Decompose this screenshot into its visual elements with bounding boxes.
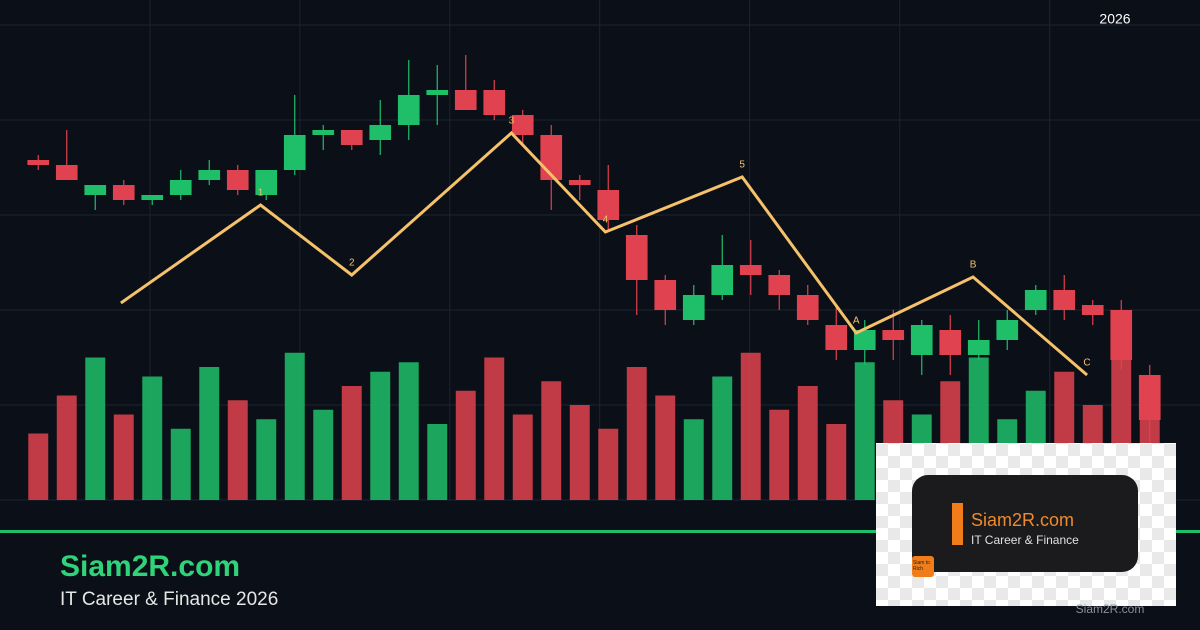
candle-body xyxy=(369,125,392,140)
volume-bar xyxy=(797,386,818,500)
candle-body xyxy=(882,330,905,340)
candle-body xyxy=(939,330,962,355)
candle-body xyxy=(141,195,164,200)
wave-label: B xyxy=(970,260,977,271)
volume-bar xyxy=(142,376,163,500)
corner-label: 2026 xyxy=(1099,11,1130,27)
candle-body xyxy=(967,340,990,355)
volume-bar xyxy=(284,352,305,500)
candle-body xyxy=(1110,310,1133,360)
brand-title: Siam2R.com xyxy=(60,550,240,583)
volume-bar xyxy=(512,414,533,500)
candle-body xyxy=(283,135,306,170)
volume-bar xyxy=(655,395,676,500)
brand-subtitle: IT Career & Finance 2026 xyxy=(60,589,278,610)
card-subtitle: IT Career & Finance xyxy=(971,533,1079,547)
candle-body xyxy=(169,180,192,195)
candle-body xyxy=(1138,375,1161,420)
candle-body xyxy=(1053,290,1076,310)
volume-bar xyxy=(712,376,733,500)
candle-body xyxy=(597,190,620,220)
candle-body xyxy=(1081,305,1104,315)
wave-label: A xyxy=(853,316,860,327)
badge-wrap: Siam to Rich xyxy=(913,560,930,572)
candle-body xyxy=(426,90,449,95)
volume-bar xyxy=(427,424,448,500)
candle-body xyxy=(112,185,135,200)
volume-bar xyxy=(826,424,847,500)
candle-body xyxy=(853,330,876,350)
candle-body xyxy=(198,170,221,180)
volume-bar xyxy=(854,362,875,500)
card-title: Siam2R.com xyxy=(971,510,1074,530)
candle-body xyxy=(340,130,363,145)
divider xyxy=(0,530,1200,533)
badge xyxy=(912,556,934,577)
logo-bar xyxy=(952,503,963,545)
wave-label: 4 xyxy=(603,215,609,226)
candle-body xyxy=(454,90,477,110)
candle-body xyxy=(511,115,534,135)
candle-body xyxy=(711,265,734,295)
volume-bar xyxy=(598,428,619,500)
candle-body xyxy=(1024,290,1047,310)
volume-bar xyxy=(85,357,106,500)
volume-bar xyxy=(199,367,220,500)
wave-label: C xyxy=(1083,358,1090,369)
footer: Siam2R.com xyxy=(1076,602,1145,616)
candle-body xyxy=(682,295,705,320)
candle-body xyxy=(654,280,677,310)
candle-body xyxy=(768,275,791,295)
wave-label: 2 xyxy=(349,258,355,269)
badge-text: Siam to Rich xyxy=(913,560,930,572)
candle-body xyxy=(483,90,506,115)
candle-body xyxy=(739,265,762,275)
candle-body xyxy=(312,130,335,135)
wave-label: 3 xyxy=(509,116,515,127)
candle-body xyxy=(255,170,278,195)
wave-label: 5 xyxy=(739,160,745,171)
wave-label: 1 xyxy=(258,188,264,199)
volume-bar xyxy=(56,395,77,500)
volume-bar xyxy=(740,352,761,500)
candle-body xyxy=(625,235,648,280)
volume-bar xyxy=(626,367,647,500)
candle-body xyxy=(825,325,848,350)
volume-bar xyxy=(170,428,191,500)
candle-body xyxy=(796,295,819,320)
candle-body xyxy=(996,320,1019,340)
volume-bar xyxy=(370,371,391,500)
volume-bar xyxy=(683,419,704,500)
volume-bar xyxy=(227,400,248,500)
volume-bar xyxy=(341,386,362,500)
volume-bar xyxy=(455,390,476,500)
volume-bar xyxy=(398,362,419,500)
volume-bar xyxy=(28,433,49,500)
candle-body xyxy=(910,325,933,355)
candle-body xyxy=(55,165,78,180)
candle-body xyxy=(27,160,50,165)
volume-bar xyxy=(769,409,790,500)
candle-body xyxy=(84,185,107,195)
candle-body xyxy=(226,170,249,190)
volume-bar xyxy=(113,414,134,500)
volume-bar xyxy=(256,419,277,500)
candle-body xyxy=(397,95,420,125)
volume-bar xyxy=(541,381,562,500)
wave-line xyxy=(120,130,1089,377)
volume-bar xyxy=(484,357,505,500)
volume-bar xyxy=(569,405,590,500)
candle-body xyxy=(568,180,591,185)
volume-bar xyxy=(313,409,334,500)
logo-card xyxy=(912,475,1138,572)
